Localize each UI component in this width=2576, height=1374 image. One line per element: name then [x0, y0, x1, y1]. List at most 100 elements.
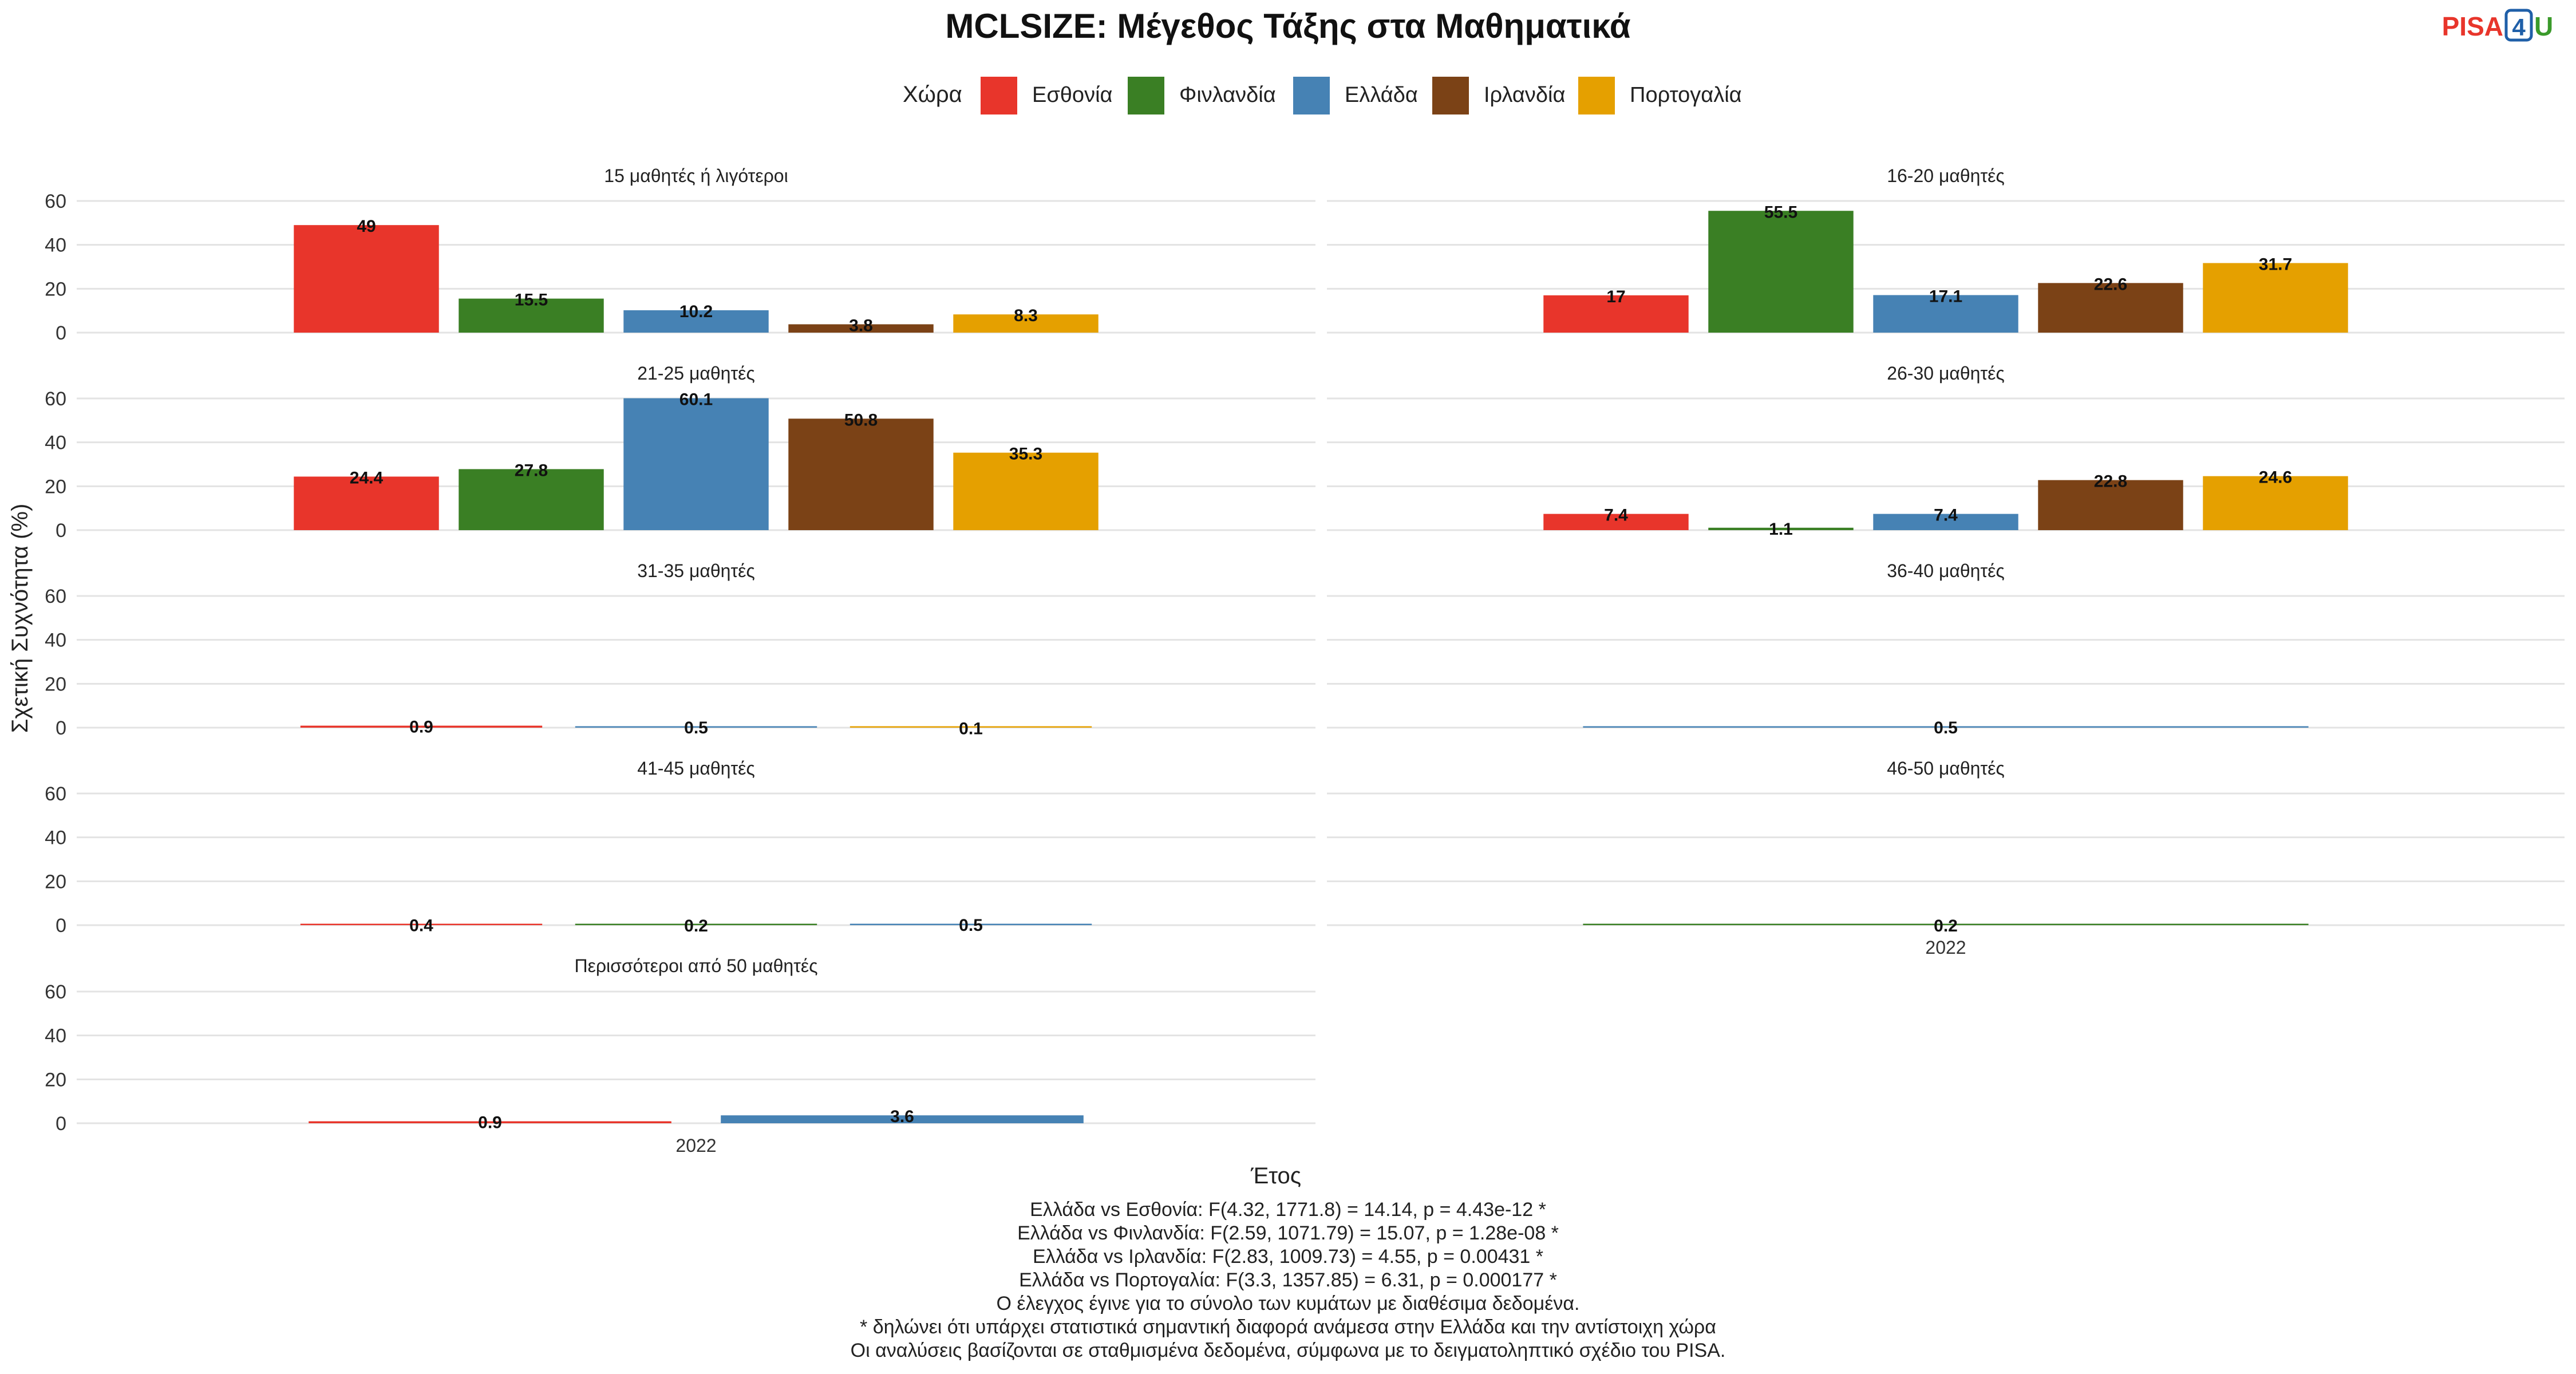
bar — [300, 725, 543, 728]
facet-label: 16-20 μαθητές — [1887, 165, 2005, 186]
bar-value-label: 3.6 — [890, 1107, 914, 1126]
legend-swatch — [1578, 77, 1615, 114]
bar — [788, 324, 934, 333]
notes: Ελλάδα vs Εσθονία: F(4.32, 1771.8) = 14.… — [851, 1199, 1726, 1361]
y-tick-label: 0 — [56, 915, 66, 937]
logo-four: 4 — [2512, 14, 2526, 41]
facet-label: 21-25 μαθητές — [637, 363, 755, 384]
bar — [2038, 480, 2183, 530]
logo-pisa: PISA — [2442, 11, 2503, 41]
y-tick-label: 20 — [45, 871, 66, 893]
y-tick-label: 40 — [45, 432, 66, 454]
x-tick-label: 2022 — [1925, 937, 1966, 958]
bar-value-label: 0.4 — [409, 916, 433, 935]
facet-label: 15 μαθητές ή λιγότεροι — [604, 165, 788, 186]
bar — [294, 225, 439, 333]
facet-label: 26-30 μαθητές — [1887, 363, 2005, 384]
bar-value-label: 24.6 — [2259, 468, 2292, 487]
bar-value-label: 0.2 — [684, 917, 708, 935]
bar — [1543, 295, 1689, 333]
y-tick-label: 0 — [56, 322, 66, 344]
note-line: Οι αναλύσεις βασίζονται σε σταθμισμένα δ… — [851, 1340, 1726, 1361]
x-axis-label: Έτος — [1250, 1163, 1301, 1189]
legend-swatch — [981, 77, 1017, 114]
x-tick-label: 2022 — [675, 1135, 716, 1156]
facet-label: 36-40 μαθητές — [1887, 560, 2005, 581]
legend-label: Ελλάδα — [1345, 83, 1418, 107]
legend-swatch — [1128, 77, 1164, 114]
bar — [953, 452, 1099, 530]
logo-u: U — [2534, 11, 2553, 41]
bar — [623, 398, 769, 530]
bar-value-label: 10.2 — [679, 302, 713, 321]
y-tick-label: 40 — [45, 235, 66, 256]
bar — [953, 314, 1099, 333]
bar — [575, 923, 817, 925]
bar-value-label: 0.1 — [959, 720, 983, 739]
bar-value-label: 8.3 — [1014, 306, 1038, 325]
bar — [294, 476, 439, 530]
note-line: Ο έλεγχος έγινε για το σύνολο των κυμάτω… — [997, 1293, 1580, 1314]
bar — [1583, 923, 2309, 925]
bar — [623, 310, 769, 333]
y-tick-label: 20 — [45, 476, 66, 498]
y-tick-label: 20 — [45, 673, 66, 695]
bar — [1873, 295, 2018, 333]
y-tick-label: 0 — [56, 1113, 66, 1135]
bar-value-label: 0.5 — [1934, 718, 1958, 737]
y-tick-label: 60 — [45, 191, 66, 212]
note-line: Ελλάδα vs Ιρλανδία: F(2.83, 1009.73) = 4… — [1033, 1246, 1543, 1268]
bar-value-label: 0.5 — [959, 916, 983, 935]
y-tick-label: 40 — [45, 1025, 66, 1047]
legend-label: Πορτογαλία — [1630, 83, 1742, 107]
facet-panel: 41-45 μαθητές 0 20 40 60 0.4 0.2 0.5 — [45, 758, 1315, 937]
y-tick-label: 60 — [45, 783, 66, 805]
bar — [575, 726, 817, 728]
bar-value-label: 0.9 — [478, 1114, 502, 1132]
bar-value-label: 27.8 — [515, 461, 548, 480]
bar — [459, 298, 604, 333]
facet-panel: 26-30 μαθητές 7.4 1.1 7.4 22.8 24.6 — [1327, 363, 2565, 539]
facet-panel: 21-25 μαθητές 0 20 40 60 24.4 27.8 60.1 50.8 35.3 — [45, 363, 1315, 542]
bar-value-label: 17 — [1606, 287, 1625, 306]
bar-value-label: 22.6 — [2094, 275, 2127, 294]
bar-value-label: 31.7 — [2259, 255, 2292, 274]
y-tick-label: 20 — [45, 278, 66, 300]
facet-panel: 15 μαθητές ή λιγότεροι 0 20 40 60 49 15.5 10.2 3… — [45, 165, 1315, 344]
bar — [309, 1121, 671, 1123]
legend-label: Ιρλανδία — [1484, 83, 1565, 107]
facet-panel: 31-35 μαθητές 0 20 40 60 0.9 0.5 0.1 — [45, 560, 1315, 739]
bar — [1583, 726, 2309, 728]
legend-label: Φινλανδία — [1179, 83, 1276, 107]
facet-label: 41-45 μαθητές — [637, 758, 755, 779]
note-line: Ελλάδα vs Πορτογαλία: F(3.3, 1357.85) = … — [1019, 1269, 1557, 1291]
y-tick-label: 0 — [56, 717, 66, 739]
bar — [300, 923, 543, 925]
bar — [1708, 527, 1854, 530]
facet-panel: Περισσότεροι από 50 μαθητές 0 20 40 60 0.9 3.6… — [45, 956, 1315, 1156]
bar-value-label: 0.9 — [409, 718, 433, 737]
bar — [1543, 514, 1689, 530]
bar — [459, 469, 604, 530]
bar-value-label: 1.1 — [1769, 520, 1793, 539]
bar-value-label: 0.2 — [1934, 917, 1958, 935]
bar-value-label: 17.1 — [1929, 287, 1962, 306]
bar — [850, 923, 1092, 925]
bar — [1708, 211, 1854, 333]
logo-box — [2504, 9, 2533, 42]
legend-title: Χώρα — [903, 82, 962, 107]
legend-label: Εσθονία — [1032, 83, 1112, 107]
chart-title: MCLSIZE: Μέγεθος Τάξης στα Μαθηματικά — [945, 7, 1630, 45]
facet-panel: 36-40 μαθητές 0.5 — [1327, 560, 2565, 737]
legend: Χώρα Εσθονία Φινλανδία Ελλάδα Ιρλανδία Πορτο… — [903, 77, 1742, 114]
facet-label: Περισσότεροι από 50 μαθητές — [574, 956, 817, 976]
y-tick-label: 0 — [56, 520, 66, 542]
bar-value-label: 0.5 — [684, 718, 708, 737]
bar-value-label: 50.8 — [844, 410, 878, 429]
bar — [2038, 283, 2183, 333]
bar — [721, 1115, 1084, 1123]
y-tick-label: 40 — [45, 827, 66, 849]
logo: PISA 4 U — [2442, 9, 2553, 42]
bar-value-label: 49 — [357, 217, 376, 236]
